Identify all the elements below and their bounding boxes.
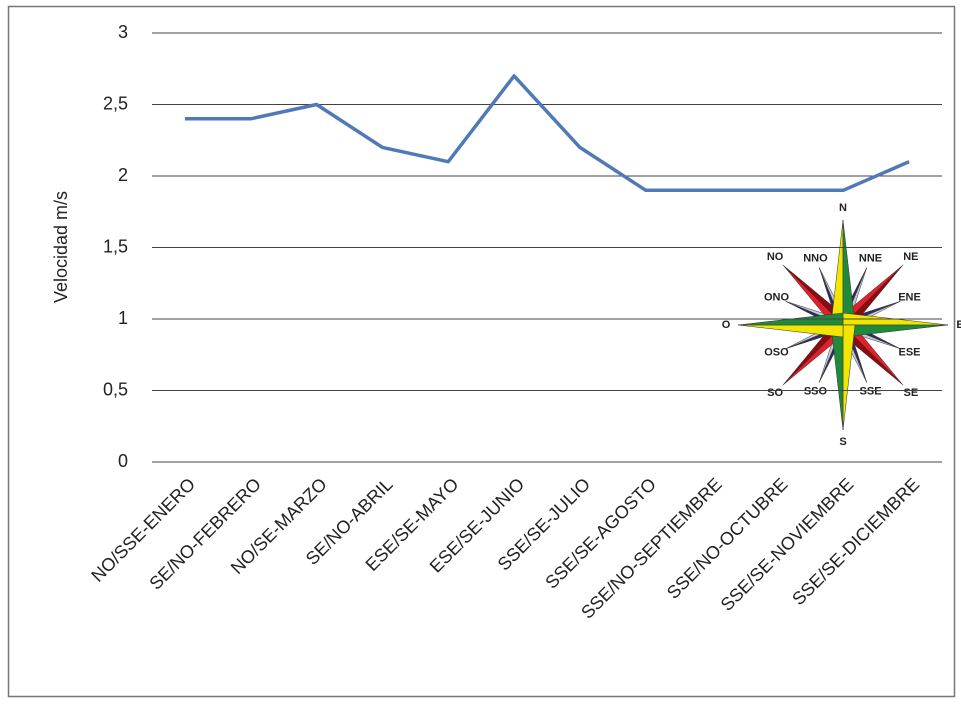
compass-label: N <box>839 202 847 214</box>
y-tick-label: 2 <box>118 165 128 185</box>
y-tick-label: 1,5 <box>103 236 128 256</box>
compass-label: S <box>839 436 846 448</box>
compass-label: SSE <box>860 385 882 397</box>
compass-label: ESE <box>899 346 921 358</box>
compass-label: NE <box>903 251 918 263</box>
compass-label: ONO <box>764 291 790 303</box>
y-tick-label: 0 <box>118 451 128 471</box>
y-tick-label: 3 <box>118 22 128 42</box>
y-tick-label: 1 <box>118 308 128 328</box>
compass-label: NNO <box>803 252 828 264</box>
compass-label: E <box>956 319 961 331</box>
compass-label: SE <box>904 387 919 399</box>
y-tick-label: 0,5 <box>103 379 128 399</box>
compass-label: NNE <box>859 252 882 264</box>
compass-label: SO <box>767 387 783 399</box>
compass-label: SSO <box>804 385 828 397</box>
y-tick-label: 2,5 <box>103 93 128 113</box>
compass-label: OSO <box>764 346 789 358</box>
compass-label: O <box>722 319 731 331</box>
frame <box>7 5 956 698</box>
data-line <box>184 74 910 193</box>
compass-label: ENE <box>898 291 921 303</box>
y-axis-label: Velocidad m/s <box>51 191 71 303</box>
compass-label: NO <box>767 251 784 263</box>
